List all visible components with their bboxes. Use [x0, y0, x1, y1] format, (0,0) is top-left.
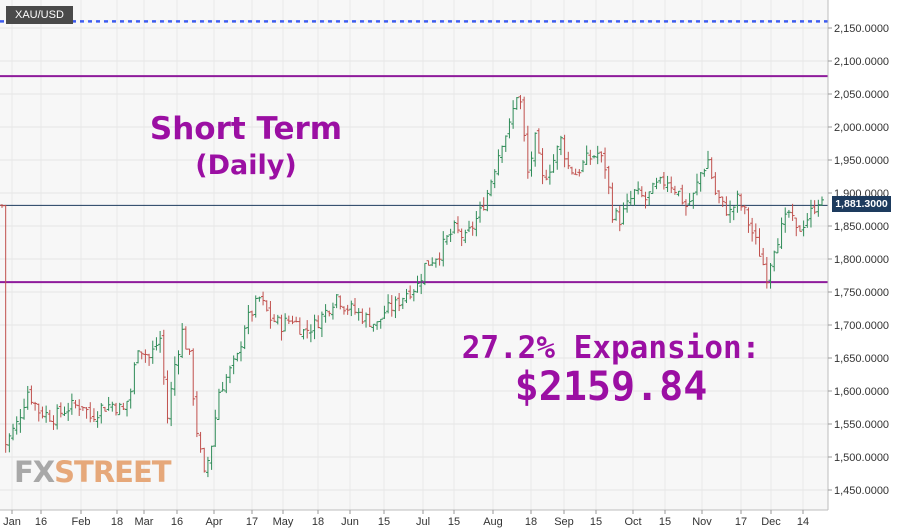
x-tick-label: Jan — [3, 516, 21, 528]
y-tick-label: 1,850.0000 — [834, 221, 889, 233]
y-tick-label: 1,600.0000 — [834, 386, 889, 398]
y-tick-label: 1,550.0000 — [834, 419, 889, 431]
expansion-annotation-label: 27.2% Expansion: — [461, 330, 761, 366]
x-tick-label: Nov — [692, 516, 712, 528]
y-tick-label: 2,100.0000 — [834, 56, 889, 68]
y-tick-label: 1,500.0000 — [834, 452, 889, 464]
y-tick-label: 2,050.0000 — [834, 89, 889, 101]
x-tick-label: Oct — [624, 516, 641, 528]
y-tick-label: 1,700.0000 — [834, 320, 889, 332]
x-tick-label: 17 — [246, 516, 258, 528]
x-tick-label: 18 — [312, 516, 324, 528]
x-tick-label: 14 — [797, 516, 809, 528]
symbol-label: XAU/USD — [6, 6, 73, 24]
candles — [0, 95, 824, 478]
current-price-label: 1,881.3000 — [832, 196, 891, 212]
y-tick-label: 1,950.0000 — [834, 155, 889, 167]
x-tick-label: Jun — [341, 516, 359, 528]
x-tick-label: 15 — [590, 516, 602, 528]
level-lines — [0, 20, 828, 284]
plot-background — [0, 0, 828, 510]
x-tick-label: Apr — [205, 516, 222, 528]
logo-street: STREET — [54, 455, 171, 489]
grid-lines — [0, 0, 828, 510]
x-tick-label: May — [273, 516, 294, 528]
chart-annotation-timeframe: (Daily) — [195, 150, 297, 181]
x-tick-label: 15 — [448, 516, 460, 528]
x-tick-label: Aug — [483, 516, 503, 528]
x-tick-label: 18 — [525, 516, 537, 528]
x-tick-label: Mar — [135, 516, 154, 528]
x-tick-label: 16 — [171, 516, 183, 528]
x-tick-label: 16 — [35, 516, 47, 528]
x-tick-label: Feb — [72, 516, 91, 528]
x-tick-label: 17 — [735, 516, 747, 528]
x-tick-label: 18 — [111, 516, 123, 528]
x-tick-label: Sep — [554, 516, 574, 528]
y-axis-ticks: 2,150.0000 2,100.0000 2,050.0000 2,000.0000… — [828, 23, 889, 497]
y-tick-label: 1,650.0000 — [834, 353, 889, 365]
y-tick-label: 1,450.0000 — [834, 485, 889, 497]
y-tick-label: 2,150.0000 — [834, 23, 889, 35]
expansion-target-value: $2159.84 — [514, 364, 708, 410]
chart-annotation-title: Short Term — [149, 111, 343, 147]
x-tick-label: 15 — [659, 516, 671, 528]
x-tick-label: Dec — [761, 516, 781, 528]
logo-fx: FX — [14, 455, 55, 489]
y-tick-label: 1,800.0000 — [834, 254, 889, 266]
x-tick-label: 15 — [378, 516, 390, 528]
y-tick-label: 1,750.0000 — [834, 287, 889, 299]
x-tick-label: Jul — [416, 516, 430, 528]
x-axis-ticks: Jan 16 Feb 18 Mar 16 Apr 17 May 18 Jun 15 Jul 15 Aug 18… — [3, 510, 809, 528]
fxstreet-logo: FXSTREET — [14, 455, 172, 489]
y-tick-label: 2,000.0000 — [834, 122, 889, 134]
